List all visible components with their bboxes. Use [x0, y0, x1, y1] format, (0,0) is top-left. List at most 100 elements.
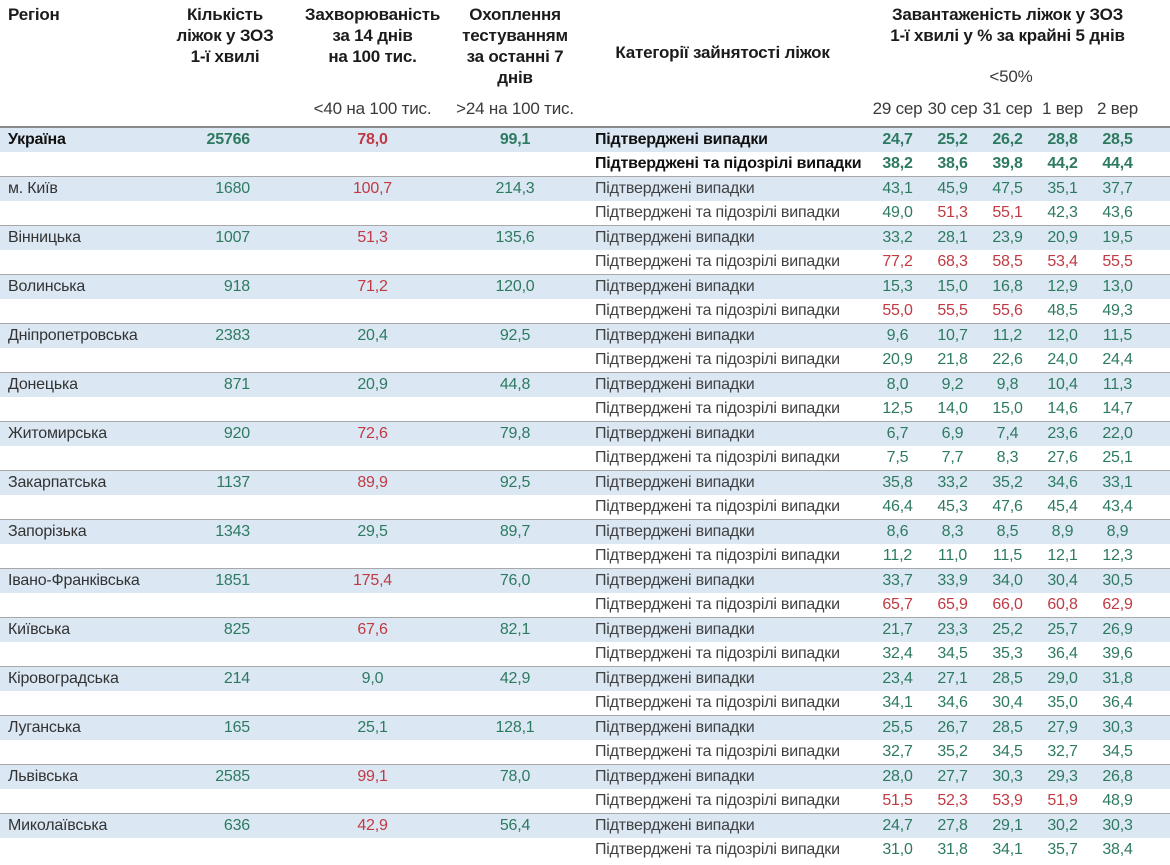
load-value: 25,1 — [1102, 449, 1133, 466]
region-name: Вінницька — [8, 229, 81, 246]
load-value: 31,8 — [937, 841, 968, 858]
category-label-confirmed: Підтверджені випадки — [595, 229, 755, 246]
testing-value: 128,1 — [495, 719, 535, 736]
load-value: 39,8 — [992, 155, 1023, 172]
region-name: м. Київ — [8, 180, 58, 197]
load-value: 30,5 — [1102, 572, 1133, 589]
row-confirmed: Донецька 871 20,9 44,8 Підтверджені випадки 8… — [0, 373, 1170, 397]
testing-value: 42,9 — [499, 670, 531, 687]
region-block: Луганська 165 25,1 128,1 Підтверджені випадк… — [0, 715, 1170, 764]
load-value: 25,2 — [992, 621, 1023, 638]
region-block: Київська 825 67,6 82,1 Підтверджені випадки 2… — [0, 617, 1170, 666]
load-value: 8,3 — [996, 449, 1019, 466]
load-value: 11,5 — [992, 547, 1023, 564]
row-confirmed: Вінницька 1007 51,3 135,6 Підтверджені випад… — [0, 226, 1170, 250]
row-confirmed-suspected: Підтверджені та підозрілі випадки 32,4 34,… — [0, 642, 1170, 666]
date-header: 31 сер — [982, 99, 1033, 118]
category-label-suspected: Підтверджені та підозрілі випадки — [595, 645, 840, 662]
load-value: 13,0 — [1102, 278, 1133, 295]
load-value: 23,6 — [1047, 425, 1078, 442]
col-header-beds: Кількість ліжок у ЗОЗ 1-ї хвилі — [176, 5, 274, 66]
row-confirmed-suspected: Підтверджені та підозрілі випадки 34,1 34,… — [0, 691, 1170, 715]
region-block: Івано-Франківська 1851 175,4 76,0 Підтвердже… — [0, 568, 1170, 617]
region-name: Київська — [8, 621, 71, 638]
load-value: 55,1 — [992, 204, 1023, 221]
beds-value: 165 — [223, 719, 250, 736]
testing-value: 92,5 — [499, 474, 531, 491]
load-value: 35,0 — [1047, 694, 1078, 711]
region-name: Донецька — [8, 376, 78, 393]
load-value: 34,6 — [1047, 474, 1078, 491]
load-value: 49,0 — [882, 204, 913, 221]
load-value: 28,5 — [1102, 131, 1133, 148]
beds-value: 871 — [223, 376, 250, 393]
row-confirmed-suspected: Підтверджені та підозрілі випадки 46,4 45,… — [0, 495, 1170, 519]
incidence-value: 67,6 — [357, 621, 388, 638]
load-value: 43,4 — [1102, 498, 1133, 515]
load-value: 27,7 — [937, 768, 968, 785]
load-value: 8,9 — [1106, 523, 1129, 540]
load-value: 33,7 — [882, 572, 913, 589]
load-value: 30,4 — [1047, 572, 1078, 589]
category-label-suspected: Підтверджені та підозрілі випадки — [595, 743, 840, 760]
load-value: 27,8 — [937, 817, 968, 834]
load-value: 11,5 — [1102, 327, 1133, 344]
category-label-confirmed: Підтверджені випадки — [595, 768, 755, 785]
load-value: 31,0 — [882, 841, 913, 858]
load-value: 34,5 — [992, 743, 1023, 760]
incidence-value: 20,4 — [357, 327, 388, 344]
load-value: 33,9 — [937, 572, 968, 589]
load-value: 12,1 — [1047, 547, 1078, 564]
load-value: 25,5 — [882, 719, 913, 736]
load-value: 34,1 — [992, 841, 1023, 858]
row-confirmed-suspected: Підтверджені та підозрілі випадки 49,0 51,… — [0, 201, 1170, 225]
region-block: Вінницька 1007 51,3 135,6 Підтверджені випад… — [0, 225, 1170, 274]
load-value: 38,4 — [1102, 841, 1133, 858]
load-value: 26,9 — [1102, 621, 1133, 638]
category-label-confirmed: Підтверджені випадки — [595, 670, 755, 687]
category-label-confirmed: Підтверджені випадки — [595, 131, 768, 148]
testing-value: 44,8 — [499, 376, 531, 393]
category-label-suspected: Підтверджені та підозрілі випадки — [595, 547, 840, 564]
category-label-suspected: Підтверджені та підозрілі випадки — [595, 841, 840, 858]
load-value: 26,7 — [937, 719, 968, 736]
load-value: 23,9 — [992, 229, 1023, 246]
incidence-value: 20,9 — [357, 376, 388, 393]
region-name: Запорізька — [8, 523, 87, 540]
row-confirmed-suspected: Підтверджені та підозрілі випадки 51,5 52,… — [0, 789, 1170, 813]
load-value: 58,5 — [992, 253, 1023, 270]
category-label-confirmed: Підтверджені випадки — [595, 572, 755, 589]
load-value: 19,5 — [1102, 229, 1133, 246]
region-name: Кіровоградська — [8, 670, 119, 687]
region-block: Житомирська 920 72,6 79,8 Підтверджені випад… — [0, 421, 1170, 470]
load-value: 68,3 — [937, 253, 968, 270]
load-value: 35,2 — [937, 743, 968, 760]
load-value: 8,9 — [1051, 523, 1074, 540]
region-block: Миколаївська 636 42,9 56,4 Підтверджені випа… — [0, 813, 1170, 862]
category-label-confirmed: Підтверджені випадки — [595, 278, 755, 295]
region-block: Кіровоградська 214 9,0 42,9 Підтверджені вип… — [0, 666, 1170, 715]
category-label-confirmed: Підтверджені випадки — [595, 327, 755, 344]
load-value: 52,3 — [937, 792, 968, 809]
col-header-category: Категорії зайнятості ліжок — [615, 43, 830, 62]
load-value: 77,2 — [882, 253, 913, 270]
category-label-suspected: Підтверджені та підозрілі випадки — [595, 498, 840, 515]
category-label-suspected: Підтверджені та підозрілі випадки — [595, 351, 840, 368]
category-label-suspected: Підтверджені та підозрілі випадки — [595, 596, 840, 613]
beds-value: 1137 — [216, 474, 250, 491]
load-value: 48,9 — [1102, 792, 1133, 809]
region-name: Львівська — [8, 768, 78, 785]
beds-value: 25766 — [206, 131, 251, 148]
row-confirmed: Дніпропетровська 2383 20,4 92,5 Підтверджені… — [0, 324, 1170, 348]
load-value: 55,0 — [882, 302, 913, 319]
load-value: 35,7 — [1047, 841, 1078, 858]
load-value: 29,0 — [1047, 670, 1078, 687]
load-value: 34,0 — [992, 572, 1023, 589]
category-label-suspected: Підтверджені та підозрілі випадки — [595, 302, 840, 319]
load-value: 32,4 — [882, 645, 913, 662]
load-value: 38,2 — [882, 155, 913, 172]
row-confirmed: Кіровоградська 214 9,0 42,9 Підтверджені вип… — [0, 667, 1170, 691]
load-value: 10,4 — [1047, 376, 1078, 393]
table-header: Регіон Кількість ліжок у ЗОЗ 1-ї хвилі З… — [0, 0, 1170, 128]
beds-value: 1343 — [215, 523, 250, 540]
